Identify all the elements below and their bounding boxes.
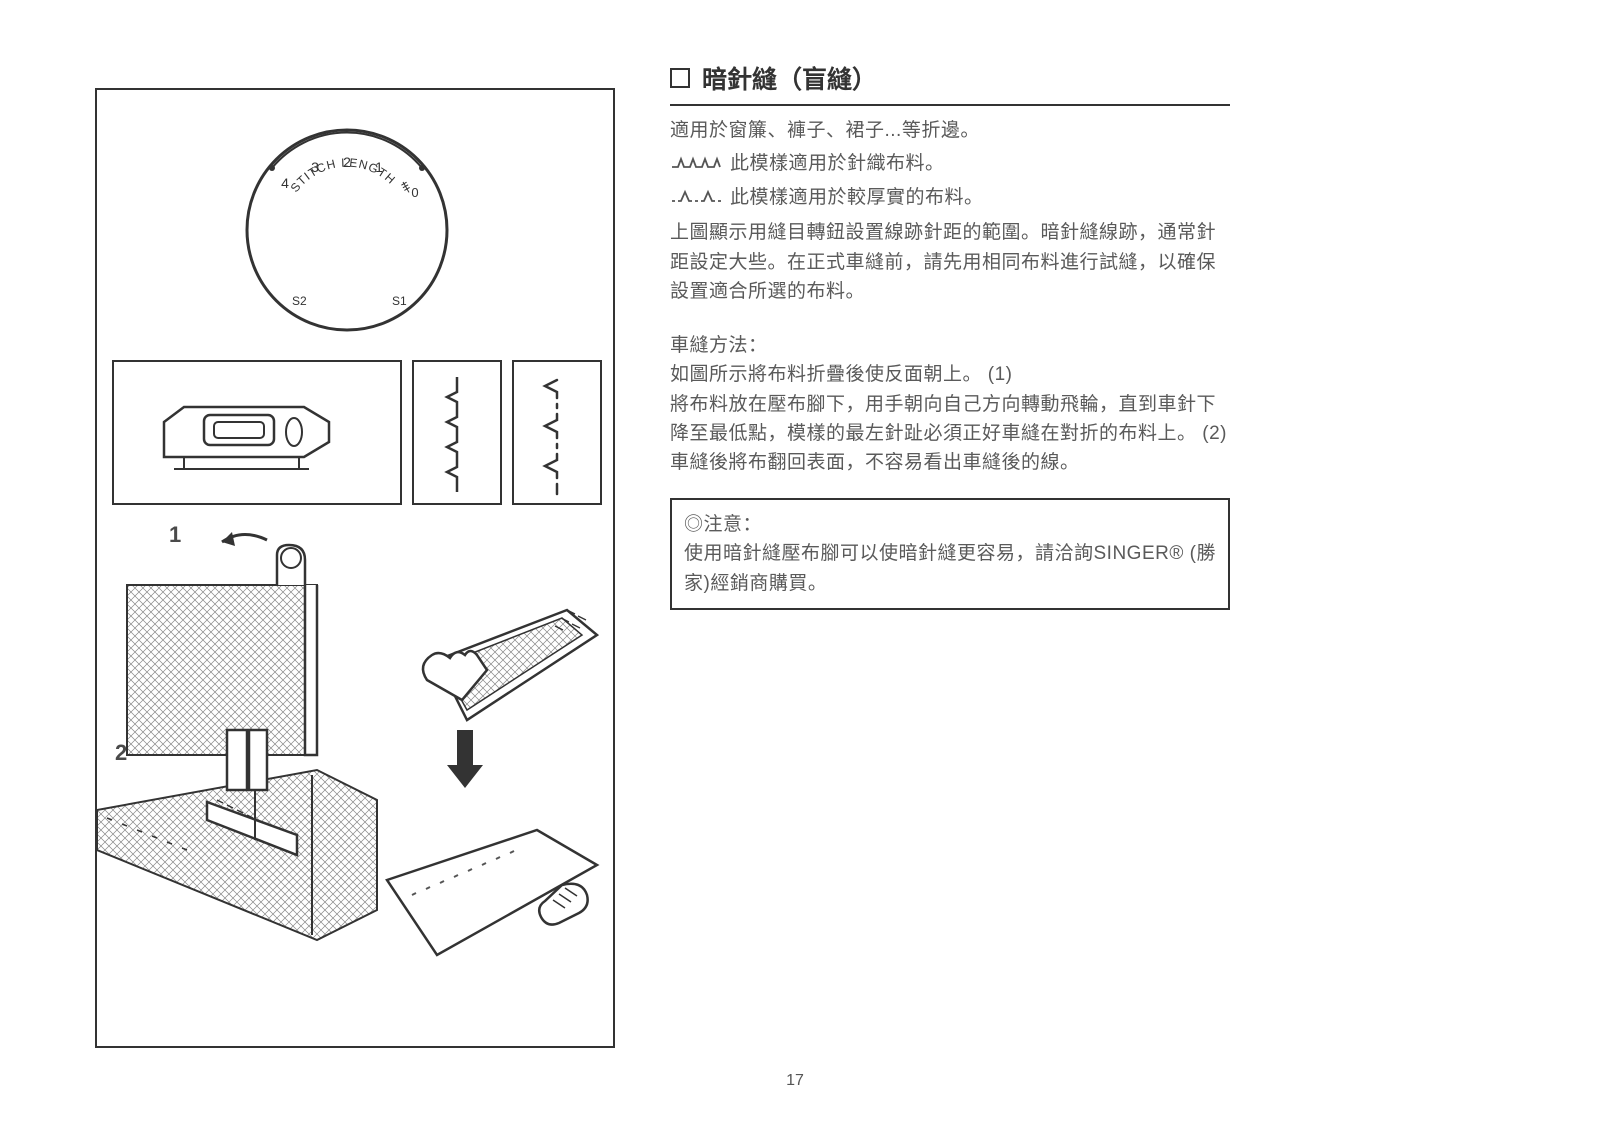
svg-text:S1: S1 xyxy=(392,294,407,308)
stitch-pattern-box-1 xyxy=(412,360,502,505)
diagram-svg: 4 3 2 1 0 STITCH LENGTH S1 S2 xyxy=(97,90,617,1050)
pattern-1-text: 此模樣適用於針織布料。 xyxy=(730,149,945,178)
svg-text:0: 0 xyxy=(411,185,418,200)
method-step-1: 如圖所示將布料折疊後使反面朝上。 (1) xyxy=(670,360,1230,389)
note-body: 使用暗針縫壓布腳可以使暗針縫更容易，請洽詢SINGER® (勝家)經銷商購買。 xyxy=(684,539,1216,598)
step-label-1: 1 xyxy=(169,522,181,548)
section-title: 暗針縫（盲縫） xyxy=(670,60,1230,96)
checkbox-icon xyxy=(670,68,690,88)
step-label-2: 2 xyxy=(115,740,127,766)
method-step-2: 將布料放在壓布腳下，用手朝向自己方向轉動飛輪，直到車針下降至最低點，模樣的最左針… xyxy=(670,390,1230,449)
page-number: 17 xyxy=(786,1072,804,1090)
title-text: 暗針縫（盲縫） xyxy=(702,60,877,96)
dial-description: 上圖顯示用縫目轉鈕設置線跡針距的範圍。暗針縫線跡，通常針距設定大些。在正式車縫前… xyxy=(670,218,1230,306)
illustration-panel: 4 3 2 1 0 STITCH LENGTH S1 S2 xyxy=(95,88,615,1048)
method-heading: 車縫方法： xyxy=(670,331,1230,360)
presser-foot-box xyxy=(112,360,402,505)
method-step-3: 車縫後將布翻回表面，不容易看出車縫後的線。 xyxy=(670,448,1230,477)
svg-text:S2: S2 xyxy=(292,294,307,308)
pattern-1-line: 此模樣適用於針織布料。 xyxy=(670,149,1230,178)
pattern-2-line: 此模樣適用於較厚實的布料。 xyxy=(670,183,1230,212)
title-underline xyxy=(670,104,1230,106)
intro-text: 適用於窗簾、褲子、裙子...等折邊。 xyxy=(670,116,1230,145)
manual-page: 4 3 2 1 0 STITCH LENGTH S1 S2 xyxy=(95,60,1495,1060)
blind-stitch-woven-icon xyxy=(670,189,722,207)
stitch-pattern-box-2 xyxy=(512,360,602,505)
note-box: ◎注意： 使用暗針縫壓布腳可以使暗針縫更容易，請洽詢SINGER® (勝家)經銷… xyxy=(670,498,1230,610)
note-heading: ◎注意： xyxy=(684,510,1216,539)
text-column: 暗針縫（盲縫） 適用於窗簾、褲子、裙子...等折邊。 此模樣適用於針織布料。 此… xyxy=(670,60,1230,610)
pattern-2-text: 此模樣適用於較厚實的布料。 xyxy=(730,183,984,212)
svg-text:4: 4 xyxy=(281,175,289,191)
blind-stitch-knit-icon xyxy=(670,155,722,173)
